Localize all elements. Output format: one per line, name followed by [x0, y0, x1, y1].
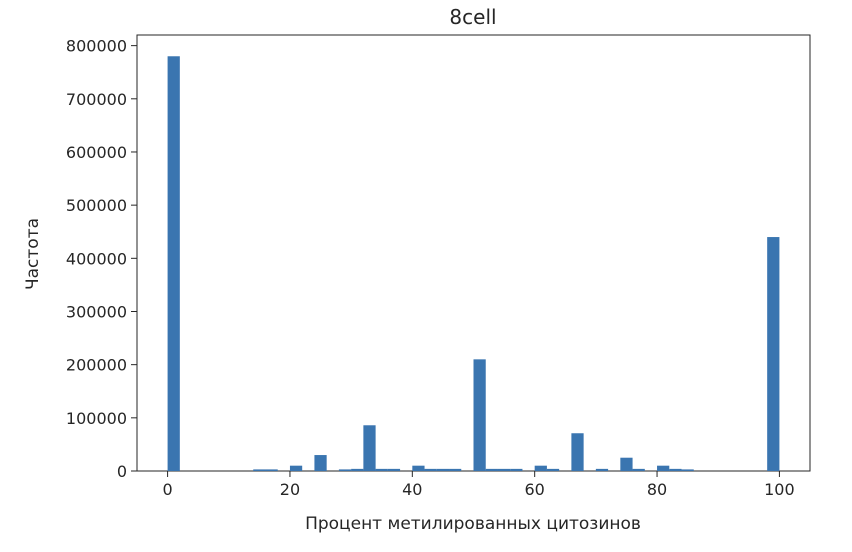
x-tick-label: 60: [525, 480, 545, 499]
histogram-bar: [571, 433, 584, 471]
histogram-bar: [632, 468, 645, 471]
x-tick-label: 80: [647, 480, 667, 499]
bars-group: [167, 56, 780, 472]
x-tick-label: 20: [280, 480, 300, 499]
histogram-bar: [534, 465, 547, 471]
y-tick-label: 400000: [66, 249, 127, 268]
histogram-bar: [767, 237, 780, 471]
histogram-bar: [595, 468, 609, 471]
histogram-bar: [546, 468, 560, 471]
histogram-bar: [473, 359, 486, 471]
y-tick-label: 100000: [66, 409, 127, 428]
x-axis-title: Процент метилированных цитозинов: [305, 514, 641, 534]
histogram-bar: [669, 468, 682, 471]
y-tick-label: 0: [117, 462, 127, 481]
y-tick-label: 500000: [66, 196, 127, 215]
x-axis: 0 20 40 60 80 100: [162, 471, 795, 499]
histogram-bar: [485, 468, 498, 471]
y-axis: 0 100000 200000 300000 400000 500000 600000 700…: [66, 37, 137, 481]
y-tick-label: 700000: [66, 90, 127, 109]
histogram-bar: [375, 468, 388, 471]
histogram-bar: [657, 465, 670, 471]
histogram-bar: [412, 465, 425, 471]
y-axis-title: Частота: [23, 218, 43, 290]
y-tick-label: 600000: [66, 143, 127, 162]
histogram-bar: [620, 457, 633, 471]
x-tick-label: 100: [764, 480, 795, 499]
histogram-bar: [167, 56, 180, 472]
histogram-bar: [253, 469, 266, 471]
histogram-bar: [449, 468, 462, 471]
y-tick-label: 300000: [66, 302, 127, 321]
histogram-bar: [265, 469, 278, 471]
histogram-bar: [351, 468, 364, 471]
histogram-bar: [681, 469, 694, 471]
histogram-bar: [424, 468, 437, 471]
histogram-bar: [314, 455, 327, 471]
histogram-bar: [436, 468, 450, 471]
histogram-bar: [387, 468, 401, 471]
x-tick-label: 0: [162, 480, 172, 499]
histogram-bar: [363, 425, 376, 471]
y-tick-label: 800000: [66, 37, 127, 56]
histogram-bar: [510, 468, 523, 471]
chart-title: 8cell: [449, 5, 496, 29]
histogram-bar: [497, 468, 511, 471]
y-tick-label: 200000: [66, 356, 127, 375]
histogram-bar: [289, 465, 303, 471]
histogram-bar: [338, 469, 352, 471]
x-tick-label: 40: [402, 480, 422, 499]
